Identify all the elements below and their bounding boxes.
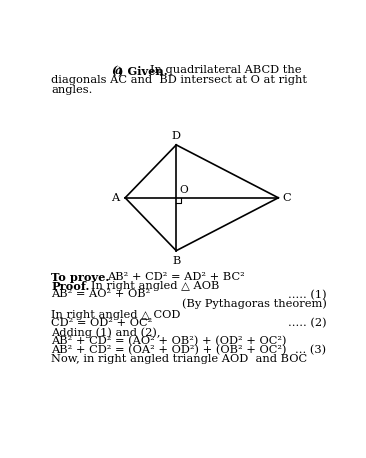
Text: AB² + CD² = (OA² + OD²) + (OB² + OC²): AB² + CD² = (OA² + OD²) + (OB² + OC²) — [51, 345, 287, 355]
Text: C: C — [283, 193, 291, 203]
Text: a: a — [115, 65, 122, 76]
Text: In quadrilateral ABCD the: In quadrilateral ABCD the — [150, 65, 302, 75]
Text: CD² = OD² + OC²: CD² = OD² + OC² — [51, 318, 153, 328]
Text: diagonals AC and  BD intersect at O at right: diagonals AC and BD intersect at O at ri… — [51, 75, 307, 85]
Text: AB² = AO² + OB²: AB² = AO² + OB² — [51, 289, 151, 300]
Text: ) Given.: ) Given. — [118, 65, 167, 76]
Text: Now, in right angled triangle AOD  and BOC: Now, in right angled triangle AOD and BO… — [51, 354, 307, 364]
Text: In right angled △ COD: In right angled △ COD — [51, 310, 181, 320]
Text: angles.: angles. — [51, 85, 93, 95]
Text: D: D — [172, 131, 181, 141]
Text: AB² + CD² = AD² + BC²: AB² + CD² = AD² + BC² — [107, 272, 244, 282]
Text: In right angled △ AOB: In right angled △ AOB — [90, 281, 219, 291]
Text: (By Pythagoras theorem): (By Pythagoras theorem) — [182, 298, 326, 309]
Text: Adding (1) and (2),: Adding (1) and (2), — [51, 327, 161, 338]
Text: A: A — [111, 193, 119, 203]
Text: ..... (2): ..... (2) — [288, 318, 326, 329]
Text: ... (3): ... (3) — [295, 345, 326, 355]
Text: AB² + CD² = (AO² + OB²) + (OD² + OC²): AB² + CD² = (AO² + OB²) + (OD² + OC²) — [51, 336, 287, 346]
Text: ..... (1): ..... (1) — [288, 289, 326, 300]
Text: To prove.: To prove. — [51, 272, 110, 283]
Text: O: O — [180, 185, 188, 195]
Text: (: ( — [111, 65, 116, 76]
Text: B: B — [172, 256, 180, 266]
Text: Proof.: Proof. — [51, 281, 90, 292]
